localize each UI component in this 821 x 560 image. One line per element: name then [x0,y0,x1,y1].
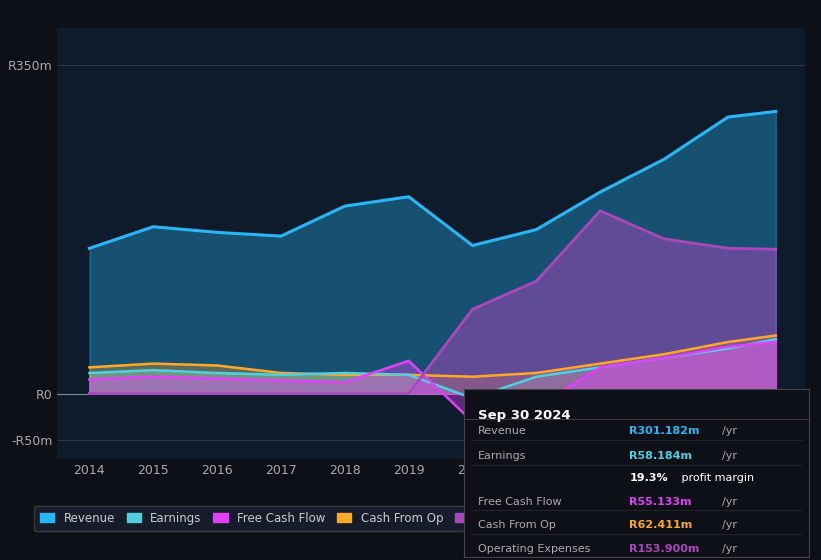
Text: Operating Expenses: Operating Expenses [478,544,590,554]
Text: R153.900m: R153.900m [630,544,699,554]
Text: Cash From Op: Cash From Op [478,520,556,530]
Text: /yr: /yr [722,426,737,436]
Text: R58.184m: R58.184m [630,451,692,461]
Text: R55.133m: R55.133m [630,497,692,507]
Text: profit margin: profit margin [677,473,754,483]
Text: Sep 30 2024: Sep 30 2024 [478,409,571,422]
Text: /yr: /yr [722,451,737,461]
Text: R301.182m: R301.182m [630,426,699,436]
Text: /yr: /yr [722,520,737,530]
Text: Earnings: Earnings [478,451,526,461]
Text: 19.3%: 19.3% [630,473,668,483]
Text: /yr: /yr [722,544,737,554]
Text: Free Cash Flow: Free Cash Flow [478,497,562,507]
Legend: Revenue, Earnings, Free Cash Flow, Cash From Op, Operating Expenses: Revenue, Earnings, Free Cash Flow, Cash … [34,506,604,531]
Text: /yr: /yr [722,497,737,507]
Text: R62.411m: R62.411m [630,520,693,530]
Text: Revenue: Revenue [478,426,526,436]
